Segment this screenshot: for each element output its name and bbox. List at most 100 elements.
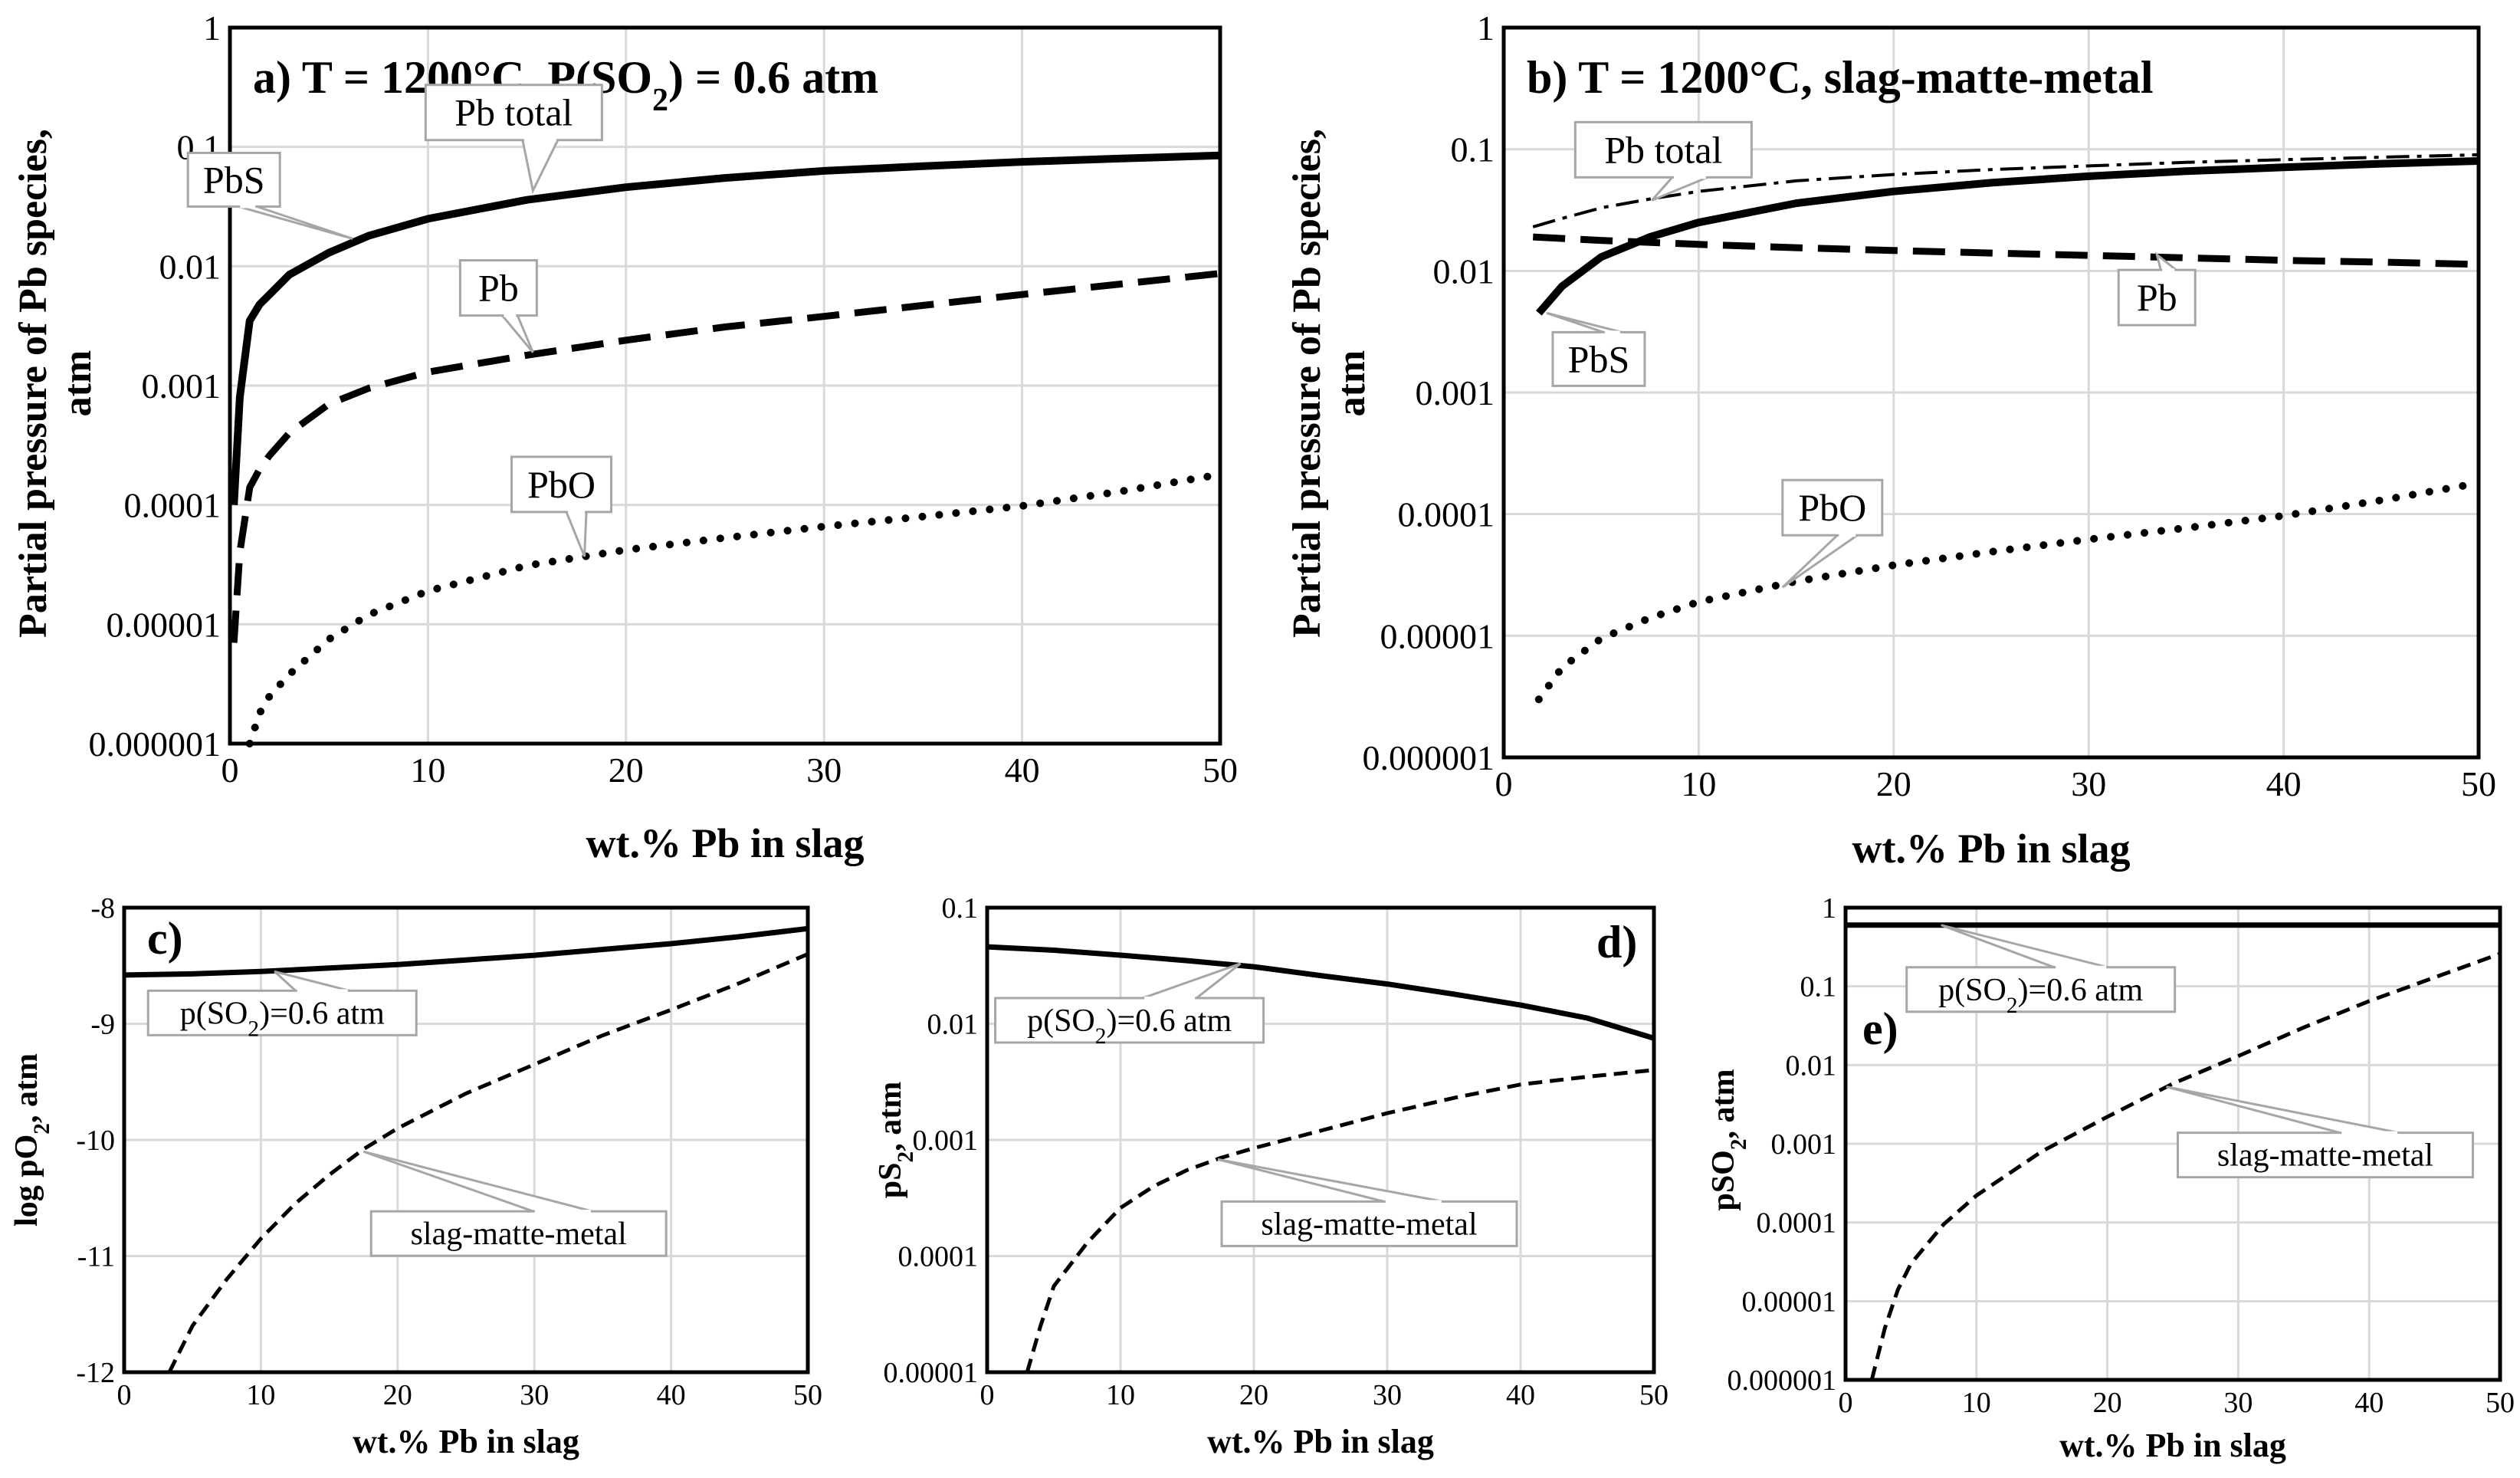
y-tick-label: 0.001 [913, 1125, 979, 1157]
subscript: 2 [248, 1017, 259, 1041]
text-run: pS2, atm [873, 1082, 918, 1198]
text-run: slag-matte-metal [2217, 1138, 2433, 1174]
x-tick-label: 0 [221, 750, 239, 790]
y-tick-label: 0.001 [1771, 1128, 1837, 1161]
panel-title: e) [1862, 1003, 1898, 1054]
callout: Pb [2117, 251, 2197, 327]
series-line-pb [1532, 233, 2479, 268]
text-run: , atm [873, 1082, 908, 1151]
callout: Pb total [1573, 120, 1753, 202]
callout: PbO [1781, 478, 1884, 589]
callout-pointer [238, 205, 353, 240]
callout-label: Pb [2137, 276, 2177, 319]
text-run: SO [1706, 1150, 1741, 1193]
series-line-pbs [1536, 157, 2479, 316]
y-tick-label: 1 [203, 8, 221, 48]
callout-pointer [274, 970, 350, 992]
text-run: b) T = 1200°C, slag-matte-metal [1527, 52, 2154, 103]
subscript: 2 [894, 1151, 918, 1163]
panel-e: 0 10 20 30 40 50 0.000001 0.00001 0.0001 0.001 0.0… [1706, 892, 2515, 1464]
text-run: PbS [203, 158, 265, 201]
y-axis-label-line: atm [56, 350, 100, 417]
callout-label: PbO [1798, 486, 1866, 529]
text-run: Pb [478, 267, 519, 310]
x-axis-label: wt.% Pb in slag [586, 820, 864, 866]
callout-box [1551, 330, 1646, 387]
callout-box [146, 989, 418, 1036]
x-tick-label: 40 [2266, 764, 2302, 803]
x-tick-label: 40 [1005, 750, 1040, 790]
callout: slag-matte-metal [2166, 1086, 2474, 1179]
x-axis-label: wt.% Pb in slag [1852, 826, 2130, 872]
y-axis-label: pSO2, atm [1706, 1069, 1751, 1210]
text-run: log p [9, 1159, 44, 1227]
callout-box [1573, 120, 1753, 179]
text-run: p [1706, 1193, 1741, 1210]
callout-label: slag-matte-metal [411, 1217, 627, 1252]
x-tick-label: 20 [1876, 764, 1911, 803]
text-run: log pO2, atm [9, 1053, 54, 1227]
callout: slag-matte-metal [363, 1150, 668, 1257]
y-axis-label-line: Partial pressure of Pb species, [11, 129, 55, 638]
x-tick-label: 0 [117, 1379, 132, 1411]
callout-label: PbO [527, 463, 596, 506]
series-line-pb-total [230, 151, 1221, 505]
text-run: c) [147, 913, 183, 964]
y-tick-label: 0.0001 [124, 486, 221, 525]
x-tick-label: 10 [410, 750, 445, 790]
callout-box [186, 151, 281, 208]
panel-b: 0 10 20 30 40 50 0.000001 0.00001 0.0001 0.001 0.0… [1285, 8, 2496, 872]
callout-box [1220, 1200, 1518, 1247]
panel-title: a) T = 1200°C, P(SO2) = 0.6 atm [253, 52, 878, 118]
callout-box [458, 259, 538, 317]
text-run: SO [207, 996, 248, 1031]
x-axis-label: wt.% Pb in slag [353, 1423, 579, 1460]
y-tick-label: 0.001 [1416, 373, 1495, 412]
callout-label: Pb total [454, 91, 573, 134]
text-run: , atm [9, 1053, 44, 1123]
y-axis-label-line: Partial pressure of Pb species, [1285, 129, 1329, 638]
panel-d: 0 10 20 30 40 50 0.00001 0.0001 0.001 0.01 0.1 d) wt… [873, 892, 1669, 1460]
y-tick-label: 0.0001 [1398, 495, 1495, 534]
text-run: ) = 0.6 atm [668, 52, 878, 103]
subscript: 2 [2006, 994, 2018, 1018]
callout: PbS [1546, 311, 1646, 387]
x-tick-label: 50 [1639, 1379, 1669, 1411]
x-tick-label: 0 [980, 1379, 995, 1411]
x-axis-label: wt.% Pb in slag [2059, 1427, 2286, 1464]
text-run: Pb total [1604, 128, 1722, 171]
y-tick-label: 0.00001 [1380, 616, 1495, 655]
callout-pointer [564, 511, 588, 557]
x-axis-label: wt.% Pb in slag [1207, 1423, 1434, 1460]
y-axis-label: Partial pressure of Pb species, atm [11, 129, 100, 638]
x-tick-label: 40 [657, 1379, 686, 1411]
series-line-pbo [1534, 479, 2482, 704]
text-run: )=0.6 atm [2018, 973, 2144, 1008]
subscript: 2 [1727, 1138, 1751, 1150]
series-line-p-so2-0-6-atm [123, 925, 809, 978]
x-tick-label: 0 [1495, 764, 1513, 803]
y-tick-label: 0.01 [1786, 1049, 1837, 1082]
text-run: p( [1938, 973, 1965, 1008]
series-line-pb-total [1532, 153, 2479, 228]
plot-frame [228, 25, 1222, 746]
callout-box [510, 455, 613, 514]
y-tick-label: 0.001 [142, 366, 221, 406]
y-axis-label-line: atm [1330, 350, 1373, 417]
text-run: SO [1054, 1003, 1095, 1039]
y-tick-label: 0.000001 [89, 724, 221, 764]
text-run: pSO2, atm [1706, 1069, 1751, 1210]
x-tick-label: 20 [1239, 1379, 1268, 1411]
y-tick-label: 0.000001 [1728, 1365, 1837, 1397]
panel-a: 0 10 20 30 40 50 0.000001 0.00001 0.0001 0.001 0.0… [11, 8, 1238, 866]
callout: p(SO2)=0.6 atm [146, 970, 418, 1041]
y-axis-label: Partial pressure of Pb species, atm [1285, 129, 1373, 638]
panel-title: b) T = 1200°C, slag-matte-metal [1527, 52, 2154, 103]
callout-pointer [1142, 962, 1242, 1000]
x-tick-label: 10 [1106, 1379, 1135, 1411]
text-run: SO [1965, 973, 2006, 1008]
text-run: S [873, 1162, 908, 1180]
x-tick-label: 10 [1962, 1387, 1991, 1419]
callout-pointer [1217, 1158, 1444, 1203]
text-run: slag-matte-metal [411, 1217, 627, 1252]
